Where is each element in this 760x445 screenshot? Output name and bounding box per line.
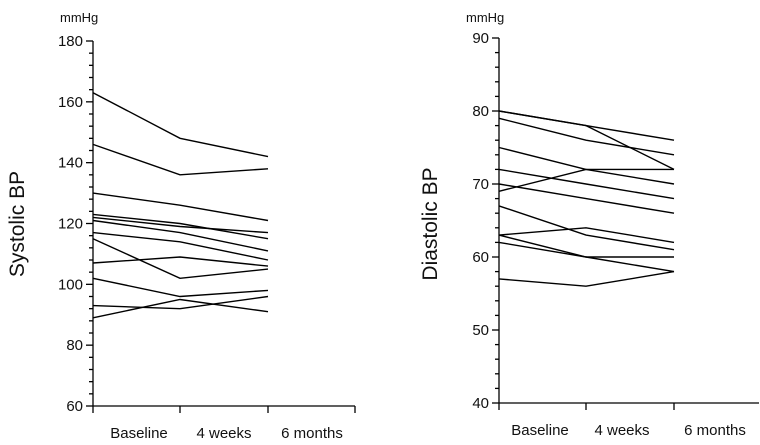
diastolic-chart: mmHg Diastolic BP 40 50 60 70 80 90 Baseline 4…: [419, 10, 759, 439]
diastolic-x-tick-label: 6 months: [684, 422, 746, 439]
diastolic-series-line-5: [498, 168, 675, 200]
systolic-series-line-6: [92, 219, 269, 252]
systolic-y-tick-label: 120: [58, 216, 83, 233]
systolic-x-tick-label: 4 weeks: [196, 425, 251, 442]
diastolic-series-line-11: [498, 241, 675, 273]
diastolic-series-line-6: [498, 183, 675, 214]
diastolic-x-tick-label: 4 weeks: [594, 422, 649, 439]
diastolic-series-line-3: [498, 117, 675, 156]
systolic-series-line-5: [92, 216, 269, 234]
diastolic-y-tick-label: 50: [472, 322, 489, 339]
systolic-series-line-7: [92, 231, 269, 261]
diastolic-x-tick-label: Baseline: [511, 422, 569, 439]
systolic-x-tick-label: 6 months: [281, 425, 343, 442]
systolic-y-tick-label: 140: [58, 155, 83, 172]
systolic-series-line-2: [92, 143, 269, 176]
systolic-series-line-12: [92, 298, 269, 319]
systolic-chart: mmHg Systolic BP 60 80 100 120 140 160 180 Bas…: [6, 10, 356, 442]
systolic-x-ticks: Baseline 4 weeks 6 months: [92, 405, 356, 442]
diastolic-series-line-9: [498, 227, 675, 244]
diastolic-y-tick-label: 90: [472, 30, 489, 47]
systolic-series: [92, 92, 269, 319]
systolic-y-axis-title: Systolic BP: [6, 171, 29, 277]
systolic-y-ticks: 60 80 100 120 140 160 180: [58, 33, 94, 415]
systolic-series-line-10: [92, 277, 269, 298]
diastolic-series-line-4: [498, 146, 675, 185]
diastolic-y-tick-label: 80: [472, 103, 489, 120]
systolic-series-line-4: [92, 213, 269, 240]
diastolic-x-ticks: Baseline 4 weeks 6 months: [498, 402, 759, 439]
diastolic-series: [498, 110, 675, 287]
diastolic-series-line-12: [498, 270, 675, 287]
diastolic-y-tick-label: 70: [472, 176, 489, 193]
diastolic-y-tick-label: 40: [472, 395, 489, 412]
diastolic-y-axis-title: Diastolic BP: [419, 167, 442, 280]
diastolic-y-ticks: 40 50 60 70 80 90: [472, 30, 500, 412]
systolic-y-tick-label: 80: [66, 337, 83, 354]
diastolic-series-line-2: [498, 110, 675, 171]
diastolic-unit-label: mmHg: [466, 10, 504, 25]
diastolic-series-line-8: [498, 205, 675, 251]
systolic-series-line-3: [92, 192, 269, 222]
systolic-y-tick-label: 60: [66, 398, 83, 415]
systolic-series-line-1: [92, 92, 269, 158]
systolic-series-line-8: [92, 238, 269, 280]
systolic-y-tick-label: 180: [58, 33, 83, 50]
systolic-series-line-9: [92, 256, 269, 267]
systolic-unit-label: mmHg: [60, 10, 98, 25]
systolic-y-tick-label: 100: [58, 276, 83, 293]
systolic-y-tick-label: 160: [58, 94, 83, 111]
diastolic-y-tick-label: 60: [472, 249, 489, 266]
systolic-series-line-11: [92, 295, 269, 310]
systolic-x-tick-label: Baseline: [110, 425, 168, 442]
diastolic-series-line-7: [498, 168, 674, 192]
